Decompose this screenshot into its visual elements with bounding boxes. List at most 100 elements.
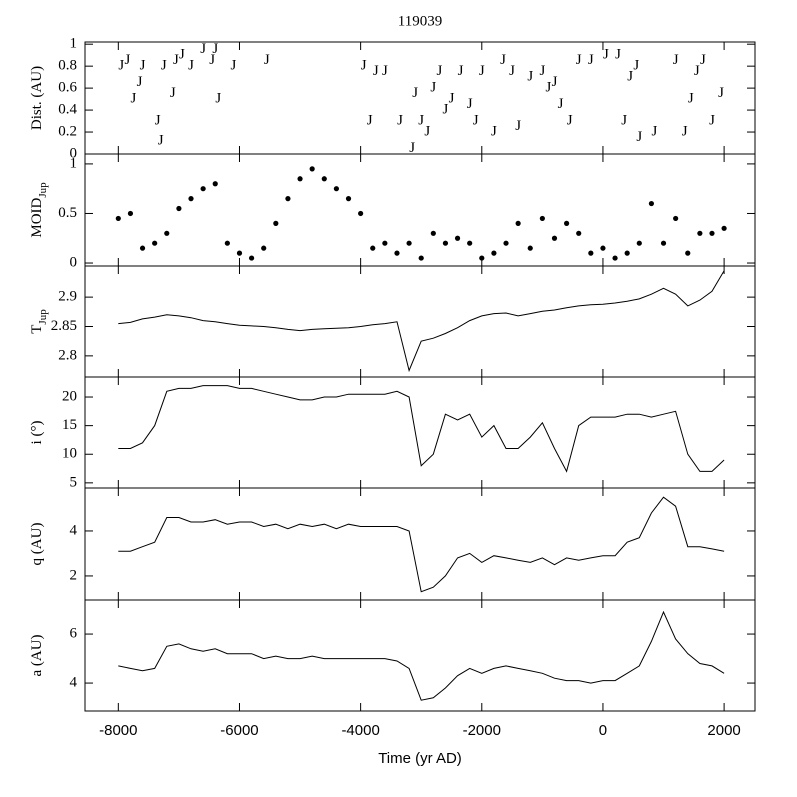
j-marker: J — [155, 112, 161, 128]
point — [527, 245, 533, 251]
line — [118, 270, 725, 373]
y-tick-label: 1 — [70, 155, 78, 171]
panel-frame — [84, 599, 756, 712]
point — [660, 240, 667, 246]
j-marker: J — [361, 58, 367, 74]
j-marker: J — [694, 63, 700, 79]
point — [115, 215, 121, 222]
point — [285, 196, 291, 202]
j-marker: J — [479, 63, 485, 79]
point — [176, 205, 182, 212]
j-marker: J — [588, 52, 594, 68]
y-axis-label: TJup — [29, 309, 48, 334]
point — [442, 240, 449, 246]
j-marker: J — [124, 52, 130, 68]
point — [673, 215, 679, 222]
point — [261, 245, 267, 251]
y-axis-label: q (AU) — [29, 523, 45, 566]
point — [418, 255, 424, 261]
point — [248, 255, 255, 261]
x-tick-label: -4000 — [341, 722, 379, 739]
j-marker: J — [700, 52, 706, 68]
point — [164, 230, 170, 236]
line — [118, 610, 725, 701]
chart-title: 119039 — [398, 13, 442, 29]
j-marker: J — [373, 63, 379, 79]
point — [685, 250, 691, 256]
line — [118, 496, 725, 593]
y-tick-label: 0 — [70, 254, 78, 270]
j-marker: J — [688, 91, 694, 107]
j-marker: J — [412, 85, 418, 101]
panel-frame — [84, 376, 756, 489]
point — [709, 230, 715, 236]
y-axis-label-sub: Jup — [37, 309, 49, 325]
point — [333, 186, 340, 192]
j-marker: J — [215, 91, 221, 107]
j-marker: J — [188, 58, 194, 74]
j-marker: J — [473, 112, 479, 128]
j-marker: J — [449, 91, 455, 107]
y-tick-label: 20 — [62, 388, 77, 404]
j-marker: J — [264, 52, 270, 68]
j-marker: J — [615, 47, 621, 63]
point — [612, 255, 618, 261]
y-tick-label: 2.85 — [51, 318, 77, 334]
j-marker: J — [467, 96, 473, 112]
j-marker: J — [230, 58, 236, 74]
point — [430, 230, 436, 236]
point — [539, 215, 545, 222]
j-marker: J — [567, 112, 573, 128]
point — [600, 245, 606, 251]
j-marker: J — [673, 52, 679, 68]
j-marker: J — [636, 129, 642, 145]
j-marker: J — [603, 47, 609, 63]
y-axis-label-main: Dist. (AU) — [29, 66, 45, 130]
j-marker: J — [209, 52, 215, 68]
line — [118, 385, 725, 473]
y-tick-label: 0.6 — [58, 80, 77, 96]
point — [406, 240, 412, 246]
y-axis-label-main: i (°) — [29, 421, 45, 445]
y-tick-label: 5 — [70, 474, 78, 490]
j-marker: J — [173, 52, 179, 68]
j-marker: J — [509, 63, 515, 79]
point — [697, 230, 703, 236]
j-marker: J — [576, 52, 582, 68]
y-axis-label-main: a (AU) — [29, 634, 45, 676]
y-axis-label-main: q (AU) — [29, 523, 45, 566]
y-tick-label: 6 — [70, 625, 78, 641]
x-tick-label: 2000 — [707, 722, 740, 739]
y-axis-label-sub: Jup — [37, 182, 49, 198]
x-axis-label: Time (yr AD) — [378, 750, 462, 767]
j-marker: J — [212, 41, 218, 57]
j-marker: J — [718, 85, 724, 101]
j-marker: J — [430, 80, 436, 96]
j-marker: J — [515, 118, 521, 134]
j-marker: J — [418, 112, 424, 128]
point — [139, 245, 146, 251]
point — [297, 176, 303, 182]
point — [624, 250, 630, 256]
x-tick-label: -6000 — [220, 722, 258, 739]
j-marker: J — [539, 63, 545, 79]
j-marker: J — [382, 63, 388, 79]
x-tick-label: -2000 — [463, 722, 501, 739]
point — [345, 196, 352, 202]
j-marker: J — [409, 140, 415, 156]
j-marker: J — [546, 80, 552, 96]
j-marker: J — [140, 58, 146, 74]
j-marker: J — [652, 123, 658, 139]
y-tick-label: 2 — [70, 567, 78, 583]
point — [491, 250, 497, 256]
point — [721, 225, 727, 231]
j-marker: J — [621, 112, 627, 128]
point — [224, 240, 230, 246]
point — [321, 176, 327, 182]
point — [394, 250, 400, 256]
point — [273, 220, 279, 226]
j-marker: J — [179, 47, 185, 63]
point — [127, 210, 134, 217]
y-tick-label: 10 — [62, 446, 77, 462]
point — [551, 235, 558, 241]
